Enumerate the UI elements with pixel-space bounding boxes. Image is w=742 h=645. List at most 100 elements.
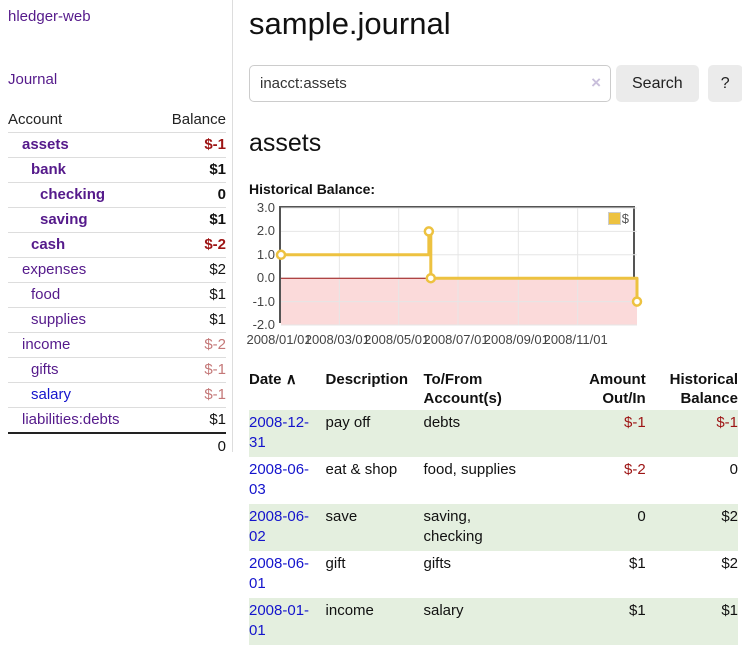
- register-amount: $1: [629, 602, 646, 619]
- account-balance: $1: [154, 307, 226, 333]
- date-link[interactable]: 2008-06-02: [249, 508, 310, 545]
- account-link[interactable]: income: [22, 336, 71, 353]
- register-amount: $-1: [624, 414, 646, 431]
- register-date-cell: 2008-06-02: [249, 504, 326, 551]
- register-description: gift: [325, 555, 346, 572]
- y-axis-tick-label: 1.0: [256, 246, 275, 262]
- account-row-income: income $-2: [8, 332, 226, 358]
- chart-legend: $: [607, 211, 629, 226]
- register-header-description: Description: [325, 371, 409, 388]
- account-balance: $1: [154, 407, 226, 433]
- x-axis-tick-label: 2008/11/01: [543, 332, 608, 347]
- clear-search-icon[interactable]: ×: [591, 73, 601, 92]
- amount-header-line2: Out/In: [602, 390, 646, 407]
- date-link[interactable]: 2008-06-01: [249, 555, 310, 592]
- date-link[interactable]: 2008-01-01: [249, 602, 310, 639]
- x-axis-tick-label: 2008/07/01: [423, 332, 489, 347]
- register-row: 2008-01-01 income salary $1 $1: [249, 598, 738, 645]
- account-row-food: food $1: [8, 282, 226, 308]
- search-bar: × Search ?: [249, 65, 742, 102]
- amount-header-line1: Amount: [589, 371, 646, 388]
- register-row: 2008-06-01 gift gifts $1 $2: [249, 551, 738, 598]
- register-balance: $2: [721, 555, 738, 572]
- account-row-salary: salary $-1: [8, 382, 226, 408]
- brand-link[interactable]: hledger-web: [8, 8, 91, 25]
- account-row-saving: saving $1: [8, 207, 226, 233]
- search-button[interactable]: Search: [616, 65, 699, 102]
- accounts-table: Account Balance assets $-1 bank $1 checking 0…: [8, 108, 226, 460]
- legend-swatch-icon: [607, 212, 621, 225]
- account-link[interactable]: cash: [31, 236, 66, 253]
- x-axis-tick-label: 2008/05/01: [364, 332, 430, 347]
- account-name-cell: salary: [8, 382, 155, 408]
- account-balance: $-1: [154, 357, 226, 383]
- register-date-cell: 2008-06-01: [249, 551, 326, 598]
- account-link[interactable]: salary: [31, 386, 72, 403]
- account-balance: $-1: [154, 382, 226, 408]
- y-axis-tick-label: 0.0: [256, 270, 275, 286]
- account-name-cell: gifts: [8, 357, 155, 383]
- balance-header-line2: Balance: [680, 390, 738, 407]
- account-link[interactable]: bank: [31, 161, 67, 178]
- date-header-label: Date: [249, 371, 282, 388]
- register-table: Date ∧ Description To/From Account(s) Am…: [249, 368, 738, 645]
- account-row-liabilities-debts: liabilities:debts $1: [8, 407, 226, 433]
- register-balance: 0: [729, 461, 738, 478]
- brand: hledger-web: [8, 8, 226, 25]
- register-header-amount: Amount Out/In: [573, 368, 654, 410]
- register-balance: $-1: [716, 414, 738, 431]
- journal-link[interactable]: Journal: [8, 71, 58, 88]
- y-axis-tick-label: -2.0: [252, 317, 275, 332]
- search-input[interactable]: [249, 65, 611, 102]
- account-row-expenses: expenses $2: [8, 257, 226, 283]
- account-link[interactable]: expenses: [22, 261, 87, 278]
- historical-balance-chart: 3.0 2.0 1.0 0.0 -1.0 -2.0 $ 2008/01/01 2008/03…: [246, 200, 669, 354]
- page-title: sample.journal: [249, 6, 451, 41]
- account-balance: $-1: [154, 132, 226, 158]
- accounts-total-row: 0: [8, 432, 226, 460]
- account-link[interactable]: supplies: [31, 311, 87, 328]
- legend-label: $: [621, 211, 629, 226]
- x-axis-tick-label: 2008/09/01: [483, 332, 549, 347]
- account-link[interactable]: food: [31, 286, 61, 303]
- account-balance: 0: [154, 182, 226, 208]
- register-balance: $2: [721, 508, 738, 525]
- chart-plot-area[interactable]: $: [275, 206, 643, 326]
- account-row-cash: cash $-2: [8, 232, 226, 258]
- register-amount: $1: [629, 555, 646, 572]
- account-name-cell: saving: [8, 207, 155, 233]
- account-name-cell: cash: [8, 232, 155, 258]
- account-balance: $1: [154, 282, 226, 308]
- account-name-cell: supplies: [8, 307, 155, 333]
- account-link[interactable]: assets: [22, 136, 69, 153]
- account-name-cell: expenses: [8, 257, 155, 283]
- account-name-cell: liabilities:debts: [8, 407, 155, 433]
- register-accounts: gifts: [423, 555, 451, 572]
- tofrom-header-line2: Account(s): [423, 390, 502, 407]
- date-link[interactable]: 2008-12-31: [249, 414, 310, 451]
- tofrom-header-line1: To/From: [423, 371, 483, 388]
- accounts-header-row: Account Balance: [8, 108, 226, 133]
- account-name-cell: food: [8, 282, 155, 308]
- register-header-row: Date ∧ Description To/From Account(s) Am…: [249, 368, 738, 410]
- help-button[interactable]: ?: [707, 65, 742, 102]
- register-row: 2008-06-03 eat & shop food, supplies $-2 0: [249, 457, 738, 504]
- accounts-header-account: Account: [8, 108, 155, 133]
- account-link[interactable]: checking: [40, 186, 106, 203]
- register-description: income: [325, 602, 374, 619]
- account-name-cell: assets: [8, 132, 155, 158]
- register-amount: 0: [637, 508, 646, 525]
- accounts-total-value: 0: [154, 432, 226, 460]
- x-axis-tick-label: 2008/03/01: [304, 332, 370, 347]
- account-link[interactable]: gifts: [31, 361, 59, 378]
- register-header-accounts: To/From Account(s): [423, 368, 572, 410]
- account-link[interactable]: liabilities:debts: [22, 411, 120, 428]
- account-link[interactable]: saving: [40, 211, 88, 228]
- accounts-header-balance: Balance: [154, 108, 226, 133]
- date-link[interactable]: 2008-06-03: [249, 461, 310, 498]
- main-content: sample.journal × Search ? assets Histori…: [233, 0, 742, 645]
- register-header-date[interactable]: Date ∧: [249, 368, 326, 410]
- register-description: pay off: [325, 414, 371, 431]
- register-description: save: [325, 508, 358, 525]
- register-balance: $1: [721, 602, 738, 619]
